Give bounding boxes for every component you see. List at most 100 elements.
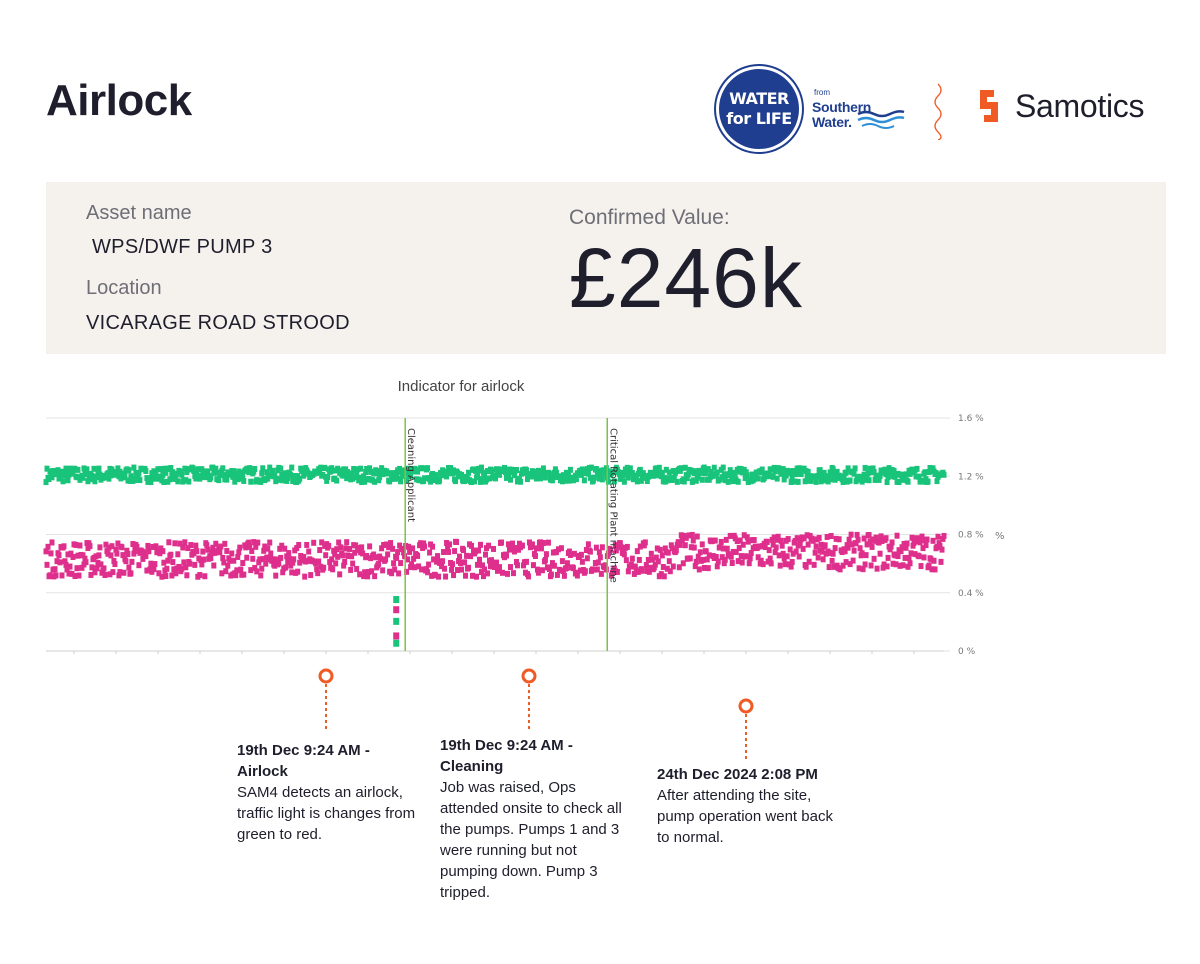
data-point — [860, 566, 866, 573]
data-point — [213, 540, 219, 547]
data-point — [314, 566, 320, 573]
data-point — [220, 554, 226, 561]
data-point — [925, 478, 931, 485]
data-point — [876, 539, 882, 546]
data-point — [623, 469, 629, 476]
data-point — [517, 478, 523, 485]
data-point — [746, 560, 752, 567]
data-point — [784, 553, 790, 560]
data-point — [439, 563, 445, 570]
data-point — [904, 540, 910, 547]
data-point — [44, 561, 50, 568]
data-point — [43, 548, 49, 555]
timeline-event-1: 19th Dec 9:24 AM - Airlock SAM4 detects … — [237, 740, 417, 845]
data-point — [392, 475, 398, 482]
data-point — [792, 478, 798, 485]
data-point — [120, 552, 126, 559]
data-point — [93, 553, 99, 560]
data-point — [218, 470, 224, 477]
data-point — [811, 561, 817, 568]
data-point — [301, 553, 307, 560]
data-point — [300, 557, 306, 564]
data-point — [334, 546, 340, 553]
data-point — [466, 469, 472, 476]
data-point — [479, 569, 485, 576]
data-point — [372, 573, 378, 580]
data-point — [592, 560, 598, 567]
data-point — [567, 466, 573, 473]
data-point — [191, 550, 197, 557]
data-point — [913, 538, 919, 545]
data-point — [902, 554, 908, 561]
data-point — [361, 473, 367, 480]
data-point — [800, 545, 806, 552]
data-point — [350, 560, 356, 567]
data-point — [396, 570, 402, 577]
data-point — [866, 477, 872, 484]
data-point — [909, 534, 915, 541]
data-point — [453, 478, 459, 485]
data-point — [499, 569, 505, 576]
data-point — [240, 472, 246, 479]
data-point — [266, 556, 272, 563]
data-point — [288, 472, 294, 479]
data-point — [734, 538, 740, 545]
data-point — [435, 553, 441, 560]
data-point — [455, 567, 461, 574]
data-point — [475, 473, 481, 480]
data-point — [136, 470, 142, 477]
data-point — [356, 545, 362, 552]
y-tick-label: 0.4 % — [958, 589, 984, 599]
data-point — [677, 541, 683, 548]
data-point — [639, 567, 645, 574]
data-point — [241, 571, 247, 578]
data-point — [258, 572, 264, 579]
data-point — [383, 556, 389, 563]
data-point — [603, 566, 609, 573]
data-point — [736, 545, 742, 552]
data-point — [801, 535, 807, 542]
data-point — [834, 468, 840, 475]
data-point — [871, 469, 877, 476]
data-point — [851, 547, 857, 554]
data-point — [72, 465, 78, 472]
data-point — [682, 464, 688, 471]
data-point — [908, 550, 914, 557]
data-point — [868, 562, 874, 569]
data-point — [928, 556, 934, 563]
data-point — [505, 541, 511, 548]
data-point — [692, 468, 698, 475]
data-point — [338, 544, 344, 551]
data-point — [451, 467, 457, 474]
data-point — [878, 533, 884, 540]
data-point — [645, 556, 651, 563]
data-point — [587, 474, 593, 481]
data-point — [867, 538, 873, 545]
data-point — [737, 537, 743, 544]
data-point — [425, 465, 431, 472]
data-point — [56, 552, 62, 559]
data-point — [623, 557, 629, 564]
data-point — [582, 568, 588, 575]
data-point — [61, 469, 67, 476]
data-point — [393, 617, 400, 625]
y-axis-label: % — [995, 531, 1005, 542]
data-point — [666, 469, 672, 476]
data-point — [598, 570, 604, 577]
data-point — [583, 547, 589, 554]
data-point — [644, 478, 650, 485]
data-point — [775, 533, 781, 540]
data-point — [542, 474, 548, 481]
data-point — [686, 532, 692, 539]
data-point — [80, 474, 86, 481]
data-point — [393, 596, 400, 604]
data-point — [204, 542, 210, 549]
data-point — [367, 465, 373, 472]
data-point — [337, 571, 343, 578]
data-point — [725, 478, 731, 485]
data-point — [346, 553, 352, 560]
data-point — [388, 540, 394, 547]
data-point — [829, 557, 835, 564]
samotics-logo-text: Samotics — [1015, 88, 1145, 124]
data-point — [695, 473, 701, 480]
